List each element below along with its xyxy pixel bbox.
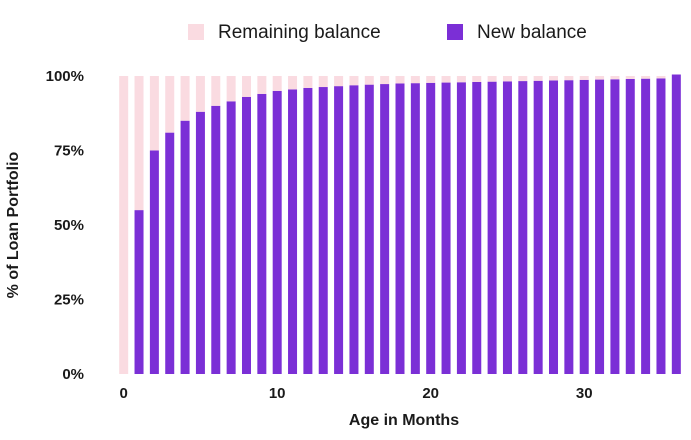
- x-axis-ticks: 0 10 20 30: [120, 385, 593, 402]
- bar-remaining-balance-month-6: [211, 76, 221, 106]
- bar-new-balance-month-7: [226, 101, 236, 374]
- bar-new-balance-month-32: [610, 79, 620, 374]
- y-tick-label-25: 25%: [54, 292, 84, 309]
- bar-new-balance-month-21: [441, 82, 451, 374]
- bar-remaining-balance-month-26: [518, 76, 528, 82]
- bar-new-balance-month-27: [533, 80, 543, 375]
- bar-remaining-balance-month-28: [549, 76, 559, 81]
- bar-new-balance-month-34: [641, 78, 651, 375]
- y-tick-label-50: 50%: [54, 217, 84, 234]
- bar-new-balance-month-22: [456, 82, 466, 374]
- bar-new-balance-month-25: [502, 81, 512, 375]
- bar-new-balance-month-29: [564, 80, 574, 375]
- bar-new-balance-month-6: [211, 105, 221, 375]
- x-tick-label-10: 10: [269, 385, 286, 402]
- bar-new-balance-month-33: [625, 78, 635, 374]
- bar-new-balance-month-16: [364, 84, 374, 374]
- x-tick-label-30: 30: [576, 385, 593, 402]
- bar-new-balance-month-24: [487, 81, 497, 374]
- bar-remaining-balance-month-23: [472, 76, 482, 82]
- y-axis-ticks: 0% 25% 50% 75% 100%: [46, 68, 84, 383]
- bar-remaining-balance-month-19: [410, 76, 420, 84]
- bar-remaining-balance-month-1: [134, 76, 144, 211]
- legend-label-remaining-balance: Remaining balance: [218, 22, 381, 43]
- bar-remaining-balance-month-4: [180, 76, 190, 121]
- bar-remaining-balance-month-20: [426, 76, 436, 83]
- bar-remaining-balance-month-21: [441, 76, 451, 83]
- bar-remaining-balance-month-16: [364, 76, 374, 85]
- bar-remaining-balance-month-29: [564, 76, 574, 81]
- legend: Remaining balance New balance: [188, 22, 587, 43]
- bar-remaining-balance-month-14: [334, 76, 344, 87]
- x-tick-label-20: 20: [422, 385, 439, 402]
- bar-remaining-balance-month-35: [656, 76, 666, 79]
- bar-new-balance-month-9: [257, 93, 267, 374]
- legend-swatch-remaining-balance: [188, 24, 204, 40]
- bar-remaining-balance-month-15: [349, 76, 359, 86]
- bar-remaining-balance-month-27: [533, 76, 543, 81]
- bar-new-balance-month-26: [518, 81, 528, 374]
- bar-new-balance-month-13: [318, 87, 328, 374]
- legend-label-new-balance: New balance: [477, 22, 587, 43]
- bar-remaining-balance-month-10: [272, 76, 282, 91]
- bar-new-balance-month-35: [656, 78, 666, 374]
- bar-new-balance-month-30: [579, 79, 589, 375]
- bar-remaining-balance-month-32: [610, 76, 620, 80]
- bar-remaining-balance-month-30: [579, 76, 589, 80]
- bar-remaining-balance-month-25: [502, 76, 512, 82]
- y-tick-label-100: 100%: [46, 68, 84, 85]
- bar-remaining-balance-month-3: [165, 76, 175, 133]
- bar-new-balance-month-15: [349, 85, 359, 375]
- legend-swatch-new-balance: [447, 24, 463, 40]
- bar-remaining-balance-month-24: [487, 76, 497, 82]
- bar-new-balance-month-5: [195, 111, 205, 374]
- bar-new-balance-month-8: [241, 96, 251, 375]
- bar-new-balance-month-2: [149, 150, 159, 374]
- bar-remaining-balance-month-17: [380, 76, 390, 85]
- bar-remaining-balance-month-8: [241, 76, 251, 97]
- bar-new-balance-month-10: [272, 90, 282, 375]
- bar-remaining-balance-month-22: [456, 76, 466, 83]
- bar-new-balance-month-31: [595, 79, 605, 374]
- bar-remaining-balance-month-11: [288, 76, 298, 90]
- bar-remaining-balance-month-13: [318, 76, 328, 88]
- y-tick-label-0: 0%: [62, 366, 84, 383]
- bar-new-balance-month-12: [303, 87, 313, 375]
- y-axis-title: % of Loan Portfolio: [5, 151, 22, 298]
- bar-remaining-balance-month-9: [257, 76, 267, 94]
- bar-remaining-balance-month-2: [149, 76, 159, 151]
- bar-remaining-balance-month-5: [195, 76, 205, 112]
- bar-remaining-balance-month-7: [226, 76, 236, 102]
- bar-new-balance-month-20: [426, 82, 436, 374]
- bar-new-balance-month-1: [134, 210, 144, 374]
- bar-new-balance-month-36: [671, 74, 681, 374]
- bar-remaining-balance-month-34: [641, 76, 651, 79]
- bar-remaining-balance-month-33: [625, 76, 635, 79]
- bar-remaining-balance-month-12: [303, 76, 313, 88]
- bar-new-balance-month-18: [395, 83, 405, 374]
- x-tick-label-0: 0: [120, 385, 128, 402]
- bar-remaining-balance-month-0: [119, 76, 129, 374]
- bar-new-balance-month-19: [410, 83, 420, 375]
- bar-new-balance-month-14: [334, 86, 344, 374]
- x-axis-title: Age in Months: [349, 412, 459, 429]
- bar-remaining-balance-month-31: [595, 76, 605, 80]
- bar-new-balance-month-4: [180, 120, 190, 374]
- bar-new-balance-month-28: [549, 80, 559, 374]
- y-tick-label-75: 75%: [54, 143, 84, 160]
- bar-new-balance-month-17: [380, 84, 390, 375]
- bar-remaining-balance-month-18: [395, 76, 405, 84]
- bars: [119, 74, 681, 375]
- bar-new-balance-month-11: [288, 89, 298, 374]
- bar-new-balance-month-3: [165, 132, 175, 374]
- bar-new-balance-month-23: [472, 81, 482, 375]
